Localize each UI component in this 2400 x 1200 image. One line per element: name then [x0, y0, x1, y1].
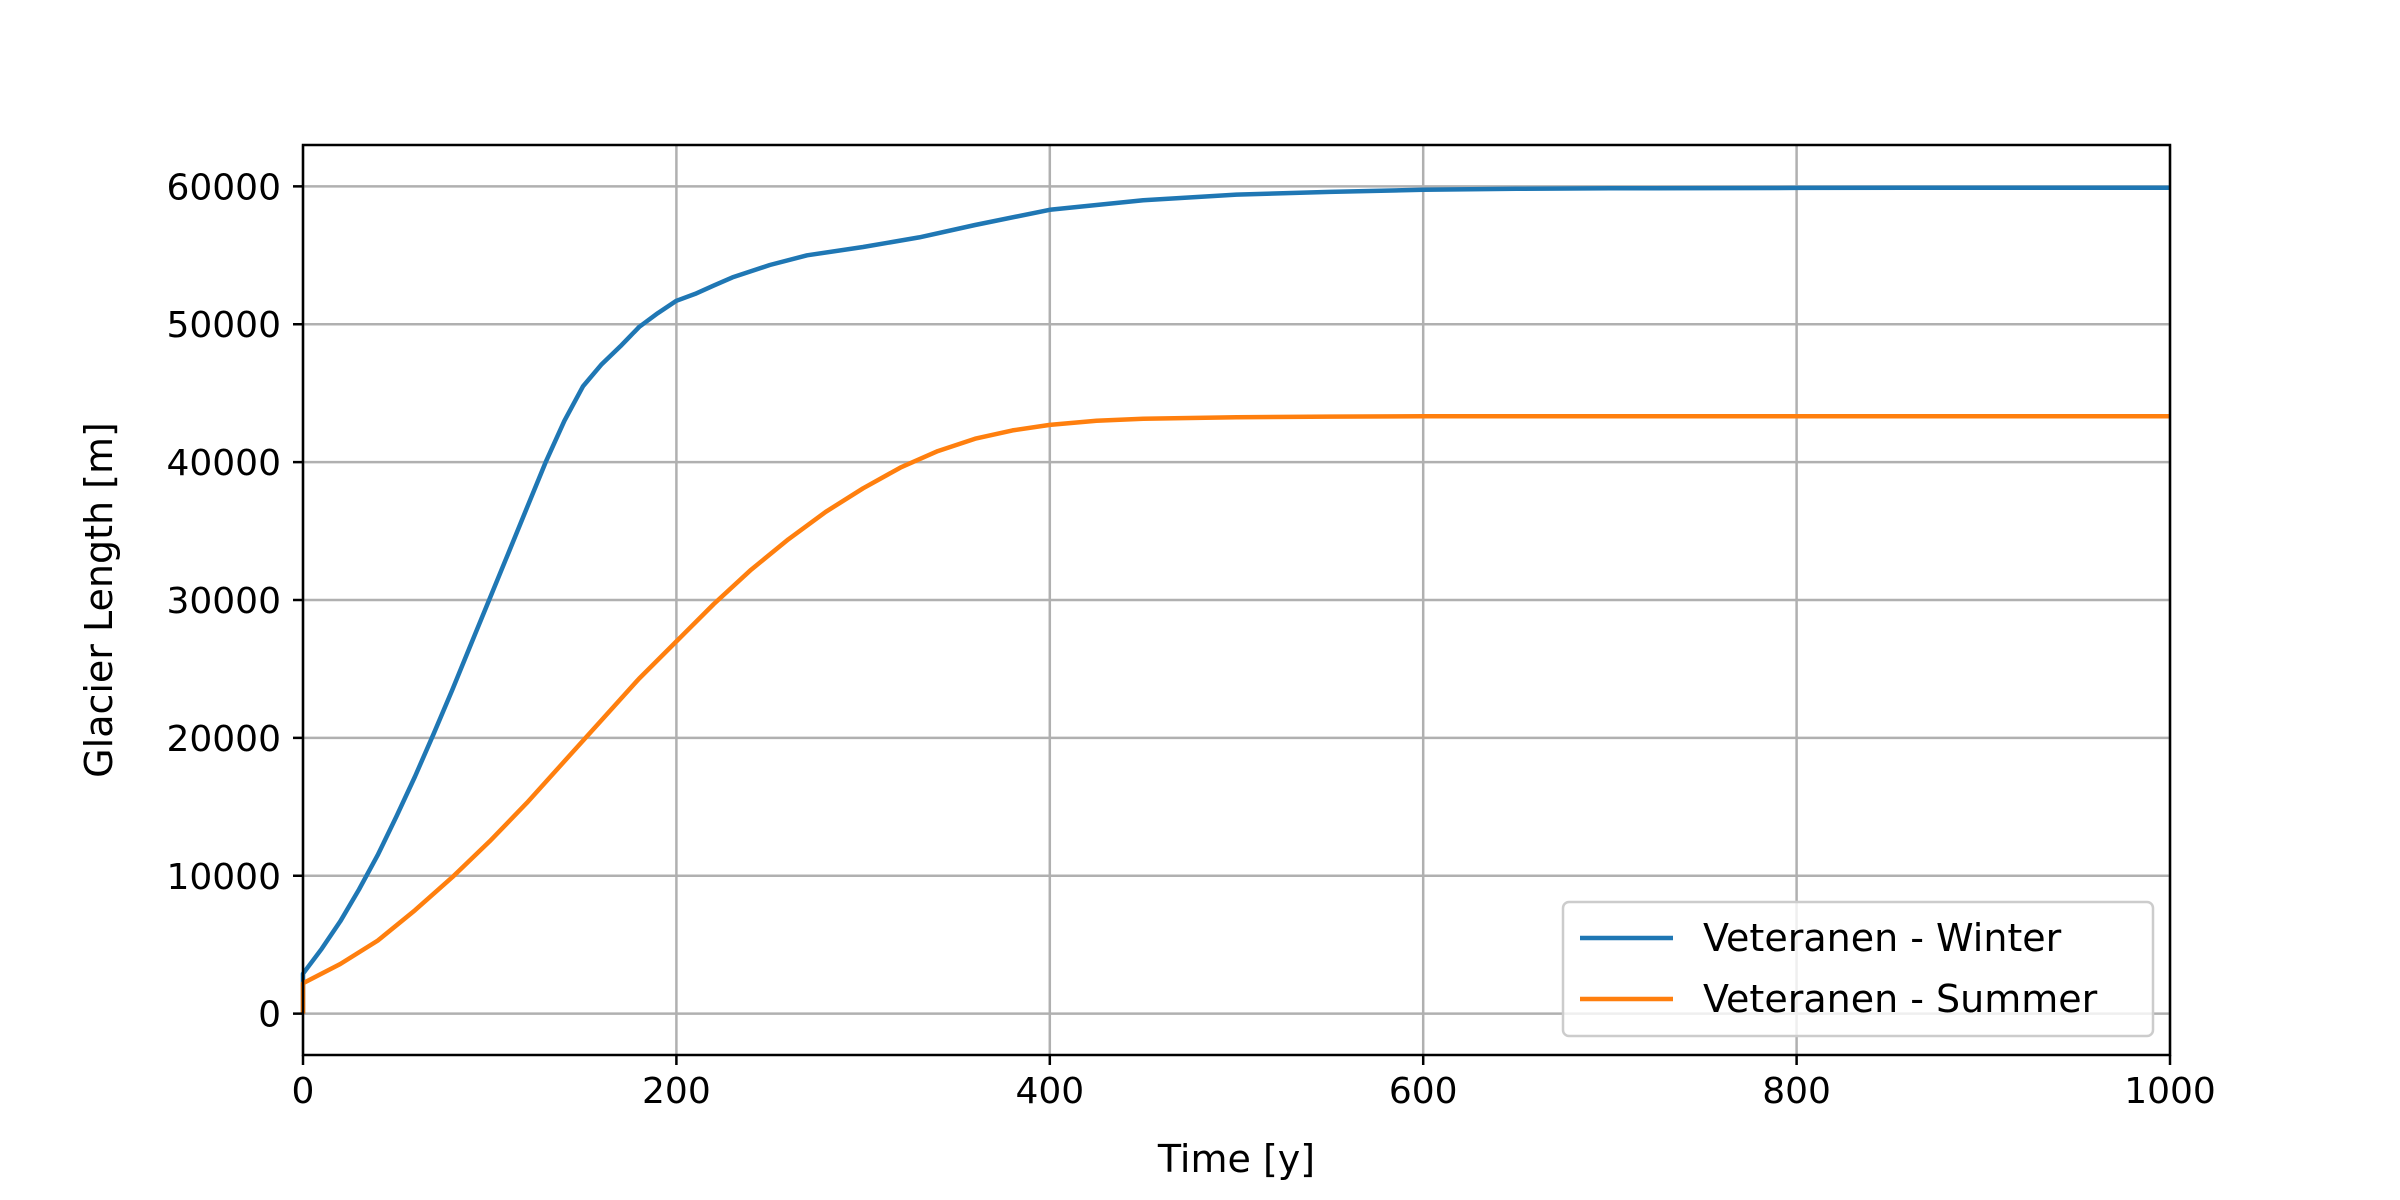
legend-box — [1561, 900, 2155, 1038]
legend-label-summer: Veteranen - Summer — [1703, 977, 2098, 1021]
x-tick-label: 0 — [292, 1071, 315, 1112]
x-axis: 0 200 400 600 800 1000 — [292, 1055, 2216, 1112]
y-axis: 0 10000 20000 30000 40000 50000 60000 — [166, 167, 303, 1036]
series-layer — [300, 185, 2170, 1014]
legend: Veteranen - Winter Veteranen - Summer — [1561, 900, 2155, 1038]
x-tick-label: 400 — [1015, 1071, 1084, 1112]
series-line-summer — [300, 413, 2170, 1014]
x-tick-label: 1000 — [2124, 1071, 2216, 1112]
y-tick-label: 30000 — [166, 581, 281, 622]
y-tick-label: 0 — [258, 995, 281, 1036]
x-tick-label: 600 — [1389, 1071, 1458, 1112]
legend-label-winter: Veteranen - Winter — [1703, 916, 2062, 960]
x-axis-label: Time [y] — [1157, 1137, 1315, 1181]
series-line-winter — [300, 185, 2170, 1014]
x-tick-label: 800 — [1762, 1071, 1831, 1112]
y-tick-label: 40000 — [166, 443, 281, 484]
y-axis-label: Glacier Length [m] — [77, 422, 121, 778]
y-tick-label: 60000 — [166, 167, 281, 208]
y-tick-label: 20000 — [166, 719, 281, 760]
y-tick-label: 10000 — [166, 857, 281, 898]
x-tick-label: 200 — [642, 1071, 711, 1112]
y-tick-label: 50000 — [166, 305, 281, 346]
